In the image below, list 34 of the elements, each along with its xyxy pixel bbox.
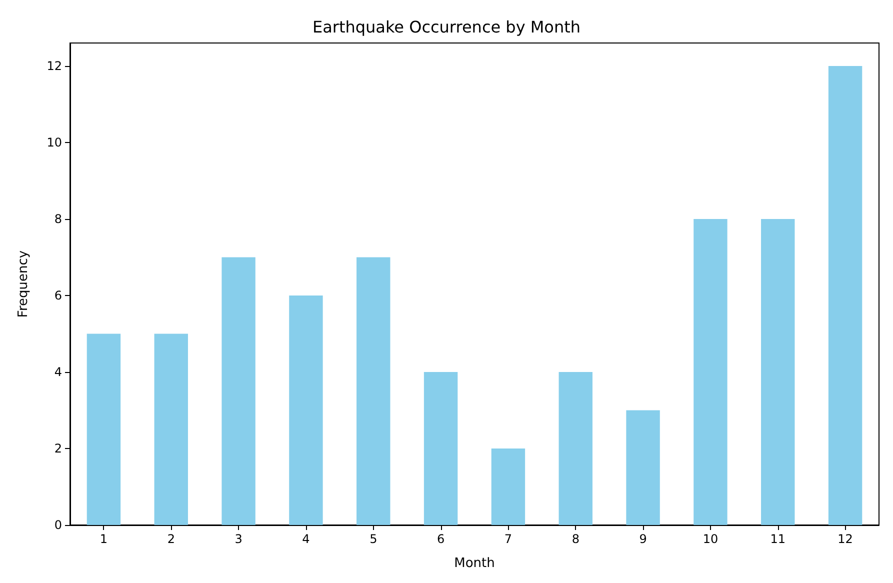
y-tick-label: 10 bbox=[46, 135, 62, 150]
x-tick-label: 11 bbox=[770, 532, 786, 546]
bar bbox=[558, 372, 592, 525]
bar bbox=[154, 334, 188, 525]
bar bbox=[424, 372, 458, 525]
x-tick-label: 3 bbox=[234, 532, 242, 546]
x-tick-label: 9 bbox=[639, 532, 647, 546]
x-tick-label: 10 bbox=[702, 532, 718, 546]
x-tick-label: 2 bbox=[167, 532, 175, 546]
chart-title: Earthquake Occurrence by Month bbox=[312, 18, 581, 36]
y-tick-label: 8 bbox=[54, 212, 62, 226]
bar bbox=[626, 410, 660, 525]
bar bbox=[761, 218, 795, 525]
x-tick-label: 1 bbox=[100, 532, 108, 546]
x-axis-title: Month bbox=[454, 556, 495, 571]
y-tick-label: 0 bbox=[54, 518, 62, 532]
x-tick-label: 5 bbox=[370, 532, 378, 546]
bar bbox=[222, 257, 256, 525]
y-tick-label: 4 bbox=[54, 364, 62, 379]
bar bbox=[491, 448, 526, 525]
x-tick-label: 6 bbox=[436, 532, 445, 546]
y-tick-label: 6 bbox=[54, 288, 62, 302]
x-tick-label: 7 bbox=[504, 532, 512, 546]
y-axis-title: Frequency bbox=[16, 250, 31, 318]
bar bbox=[289, 295, 323, 525]
bar bbox=[356, 257, 390, 525]
y-tick-label: 2 bbox=[54, 441, 62, 456]
bar bbox=[828, 66, 862, 525]
x-tick-label: 8 bbox=[572, 532, 580, 546]
x-tick-label: 12 bbox=[838, 532, 853, 546]
bar bbox=[86, 334, 121, 525]
bar bbox=[694, 218, 728, 525]
y-tick-label: 12 bbox=[46, 58, 62, 73]
x-tick-label: 4 bbox=[302, 532, 310, 546]
